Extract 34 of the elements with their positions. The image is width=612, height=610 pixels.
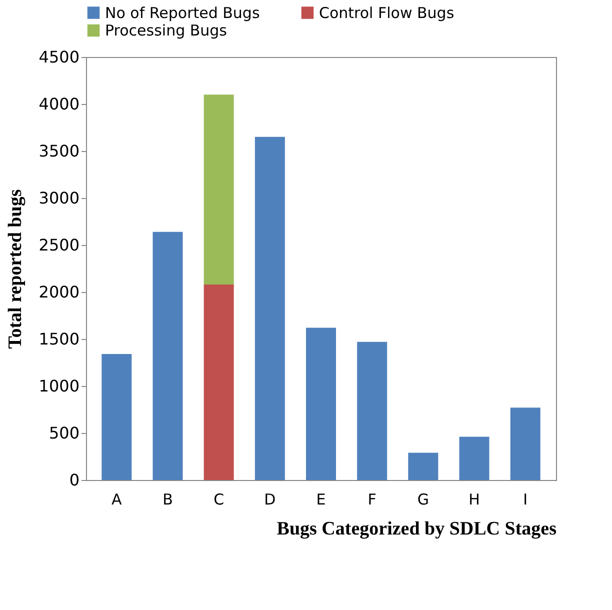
bar [204,284,234,480]
legend-label: No of Reported Bugs [105,4,260,22]
x-tick-label: I [523,490,528,508]
x-tick-label: C [214,490,224,508]
y-tick-label: 0 [69,470,80,490]
bar [408,452,438,480]
x-tick-label: E [316,490,326,508]
y-tick-label: 4500 [38,48,80,66]
x-tick-label: A [112,490,123,508]
bar [102,354,132,480]
bar [204,94,234,284]
y-tick-label: 500 [48,424,80,442]
y-tick-label: 4000 [38,94,80,114]
x-axis-title: Bugs Categorized by SDLC Stages [276,518,556,540]
y-tick-label: 1000 [38,376,80,396]
bar [459,436,490,480]
x-tick-label: D [264,490,276,508]
y-tick-label: 3500 [38,142,80,160]
x-tick-label: B [162,490,173,508]
bar [510,408,540,480]
bar [152,232,183,480]
y-tick-label: 2500 [38,236,80,254]
y-tick-label: 3000 [38,188,80,208]
y-tick-label: 2000 [38,282,80,302]
x-tick-label: G [417,490,429,508]
y-axis-title: Total reported bugs [4,189,26,349]
bar [357,342,388,480]
x-tick-label: H [468,490,480,508]
x-tick-label: F [368,490,376,508]
y-tick-label: 1500 [38,330,80,348]
legend-label: Processing Bugs [105,22,228,40]
bar [306,328,336,480]
legend-label: Control Flow Bugs [319,4,454,22]
bar [254,136,285,480]
